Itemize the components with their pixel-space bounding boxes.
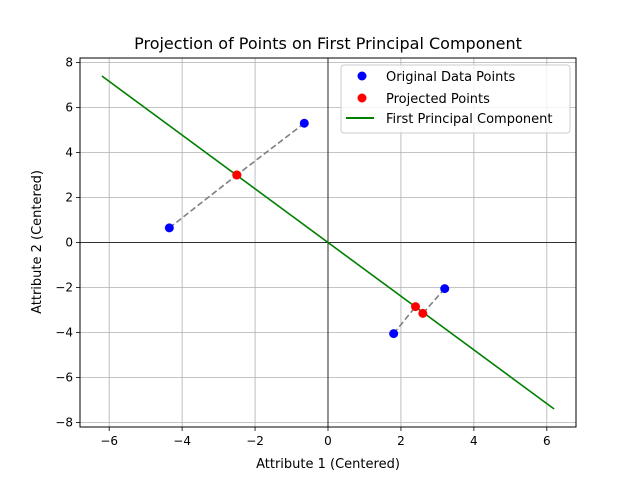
x-tick-label: 2 — [397, 434, 405, 448]
principal-component-line — [101, 75, 555, 410]
y-tick-label: 6 — [65, 101, 73, 115]
projection-line — [393, 306, 417, 335]
y-axis-label: Attribute 2 (Centered) — [30, 170, 45, 314]
projection-lines — [168, 122, 446, 335]
y-tick-label: −4 — [55, 326, 73, 340]
y-tick-label: −6 — [55, 371, 73, 385]
original-data-point — [164, 223, 174, 233]
legend-label-original: Original Data Points — [386, 70, 515, 85]
y-tick-label: 4 — [65, 146, 73, 160]
y-tick-label: −8 — [55, 416, 73, 430]
projection-line — [168, 174, 238, 229]
y-tick-label: 2 — [65, 191, 73, 205]
legend-marker-projected — [357, 93, 367, 103]
principal-component-line-layer — [101, 75, 555, 410]
original-data-point — [299, 118, 309, 128]
original-data-point — [389, 329, 399, 339]
projected-point — [232, 170, 242, 180]
points-layer — [164, 118, 450, 339]
x-tick-label: −2 — [246, 434, 264, 448]
y-tick-label: 8 — [65, 56, 73, 70]
legend-label-projected: Projected Points — [386, 92, 490, 107]
x-tick-label: 4 — [470, 434, 478, 448]
legend-label-principal-component: First Principal Component — [386, 112, 553, 127]
projection-line — [236, 122, 305, 176]
x-axis-label: Attribute 1 (Centered) — [256, 457, 400, 472]
ticks-layer: −6 −4 −2 0 2 4 6 −8 −6 −4 −2 0 2 4 6 8 — [55, 56, 550, 449]
x-tick-label: −4 — [173, 434, 191, 448]
x-tick-label: 0 — [324, 434, 332, 448]
x-tick-label: −6 — [100, 434, 118, 448]
legend: Original Data Points Projected Points Fi… — [340, 64, 571, 134]
y-tick-label: 0 — [65, 236, 73, 250]
projected-point — [411, 302, 421, 312]
original-data-point — [440, 284, 450, 294]
x-tick-label: 6 — [543, 434, 551, 448]
projected-point — [418, 308, 428, 318]
legend-box — [340, 64, 571, 134]
projection-line — [422, 288, 446, 314]
y-tick-label: −2 — [55, 281, 73, 295]
legend-marker-original — [357, 71, 367, 81]
chart-title: Projection of Points on First Principal … — [134, 34, 522, 53]
